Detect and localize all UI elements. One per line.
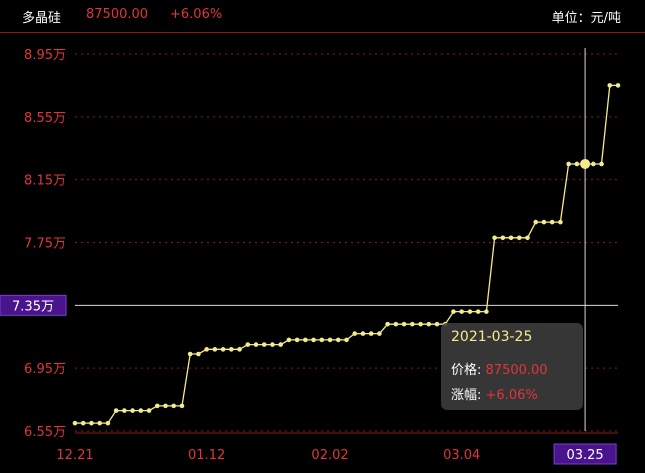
data-point (393, 321, 399, 327)
data-point (426, 321, 432, 327)
tooltip-change-value: +6.06% (485, 388, 538, 403)
data-point (434, 321, 440, 327)
data-point (549, 219, 555, 225)
data-point (401, 321, 407, 327)
crosshair-x-label: 03.25 (566, 448, 603, 463)
data-point (179, 403, 185, 409)
data-point (89, 420, 94, 426)
x-tick-label: 12.21 (56, 448, 93, 463)
data-point (278, 342, 283, 347)
data-point (467, 309, 473, 314)
data-point (566, 161, 571, 167)
y-tick-label: 8.55万 (24, 111, 66, 126)
tooltip-price-value: 87500.00 (485, 363, 548, 378)
x-tick-label: 02.02 (311, 448, 348, 463)
data-point (229, 347, 234, 352)
data-point (344, 337, 349, 343)
data-point (525, 235, 530, 241)
data-point (327, 337, 333, 343)
data-point (385, 321, 390, 327)
data-point (360, 331, 366, 336)
data-point (516, 235, 522, 241)
data-point (146, 408, 152, 413)
data-point (451, 309, 456, 314)
data-point (352, 331, 358, 336)
data-point (574, 161, 580, 167)
crosshair-x-badge (553, 443, 617, 465)
data-point (377, 331, 382, 336)
data-point (303, 337, 308, 343)
data-point (410, 321, 415, 327)
current-price: 87500.00 (86, 7, 149, 22)
data-point (171, 403, 177, 409)
y-tick-label: 8.95万 (24, 48, 66, 63)
data-point (204, 347, 209, 352)
data-point (294, 337, 300, 343)
data-point (492, 235, 497, 241)
data-point (97, 420, 102, 426)
y-tick-label: 7.75万 (24, 237, 66, 252)
y-tick-label: 8.15万 (24, 174, 66, 189)
data-point (72, 420, 78, 426)
data-point (541, 219, 547, 225)
tooltip-price-label: 价格: (451, 363, 482, 378)
data-point (475, 309, 481, 314)
x-tick-label: 01.12 (188, 448, 225, 463)
data-point (459, 309, 464, 314)
data-point (533, 219, 539, 225)
x-tick-label: 03.04 (443, 448, 480, 463)
data-point (286, 337, 292, 343)
data-point (80, 420, 86, 426)
data-point (484, 309, 489, 314)
data-point (212, 347, 218, 352)
data-point (599, 161, 604, 167)
y-tick-label: 6.95万 (24, 362, 66, 377)
data-point (122, 408, 127, 413)
data-point (607, 83, 613, 88)
data-point (558, 219, 563, 225)
crosshair-y-label: 7.35万 (12, 299, 54, 314)
data-point (130, 408, 135, 413)
tooltip-change-label: 涨幅: (451, 388, 482, 403)
data-point (220, 347, 226, 352)
data-point (311, 337, 316, 343)
product-name: 多晶硅 (22, 11, 62, 26)
tooltip-change-row: 涨幅: +6.06% (451, 384, 538, 403)
data-point (113, 408, 119, 413)
unit-label: 单位：元/吨 (551, 11, 621, 26)
data-point (138, 408, 144, 413)
data-point (368, 331, 374, 336)
data-point (508, 235, 514, 241)
tooltip-date: 2021-03-25 (451, 329, 533, 345)
data-point (615, 83, 621, 88)
crosshair-y-badge (0, 294, 67, 316)
highlighted-point (580, 158, 591, 169)
chart-header: 多晶硅 87500.00 +6.06% 单位：元/吨 (0, 0, 645, 33)
data-point (319, 337, 325, 343)
price-change: +6.06% (170, 7, 223, 22)
data-point (335, 337, 341, 343)
data-tooltip: 2021-03-25 价格: 87500.00 涨幅: +6.06% (441, 323, 583, 410)
data-point (154, 403, 160, 409)
data-point (196, 351, 201, 357)
data-point (105, 420, 111, 426)
y-tick-label: 6.55万 (24, 425, 66, 440)
data-point (261, 342, 267, 347)
data-point (591, 161, 596, 167)
data-point (237, 347, 242, 352)
tooltip-price-row: 价格: 87500.00 (451, 359, 548, 378)
data-point (187, 351, 193, 357)
data-point (418, 321, 423, 327)
data-point (253, 342, 259, 347)
data-point (163, 403, 168, 409)
data-point (270, 342, 275, 347)
data-point (245, 342, 251, 347)
data-point (500, 235, 506, 241)
